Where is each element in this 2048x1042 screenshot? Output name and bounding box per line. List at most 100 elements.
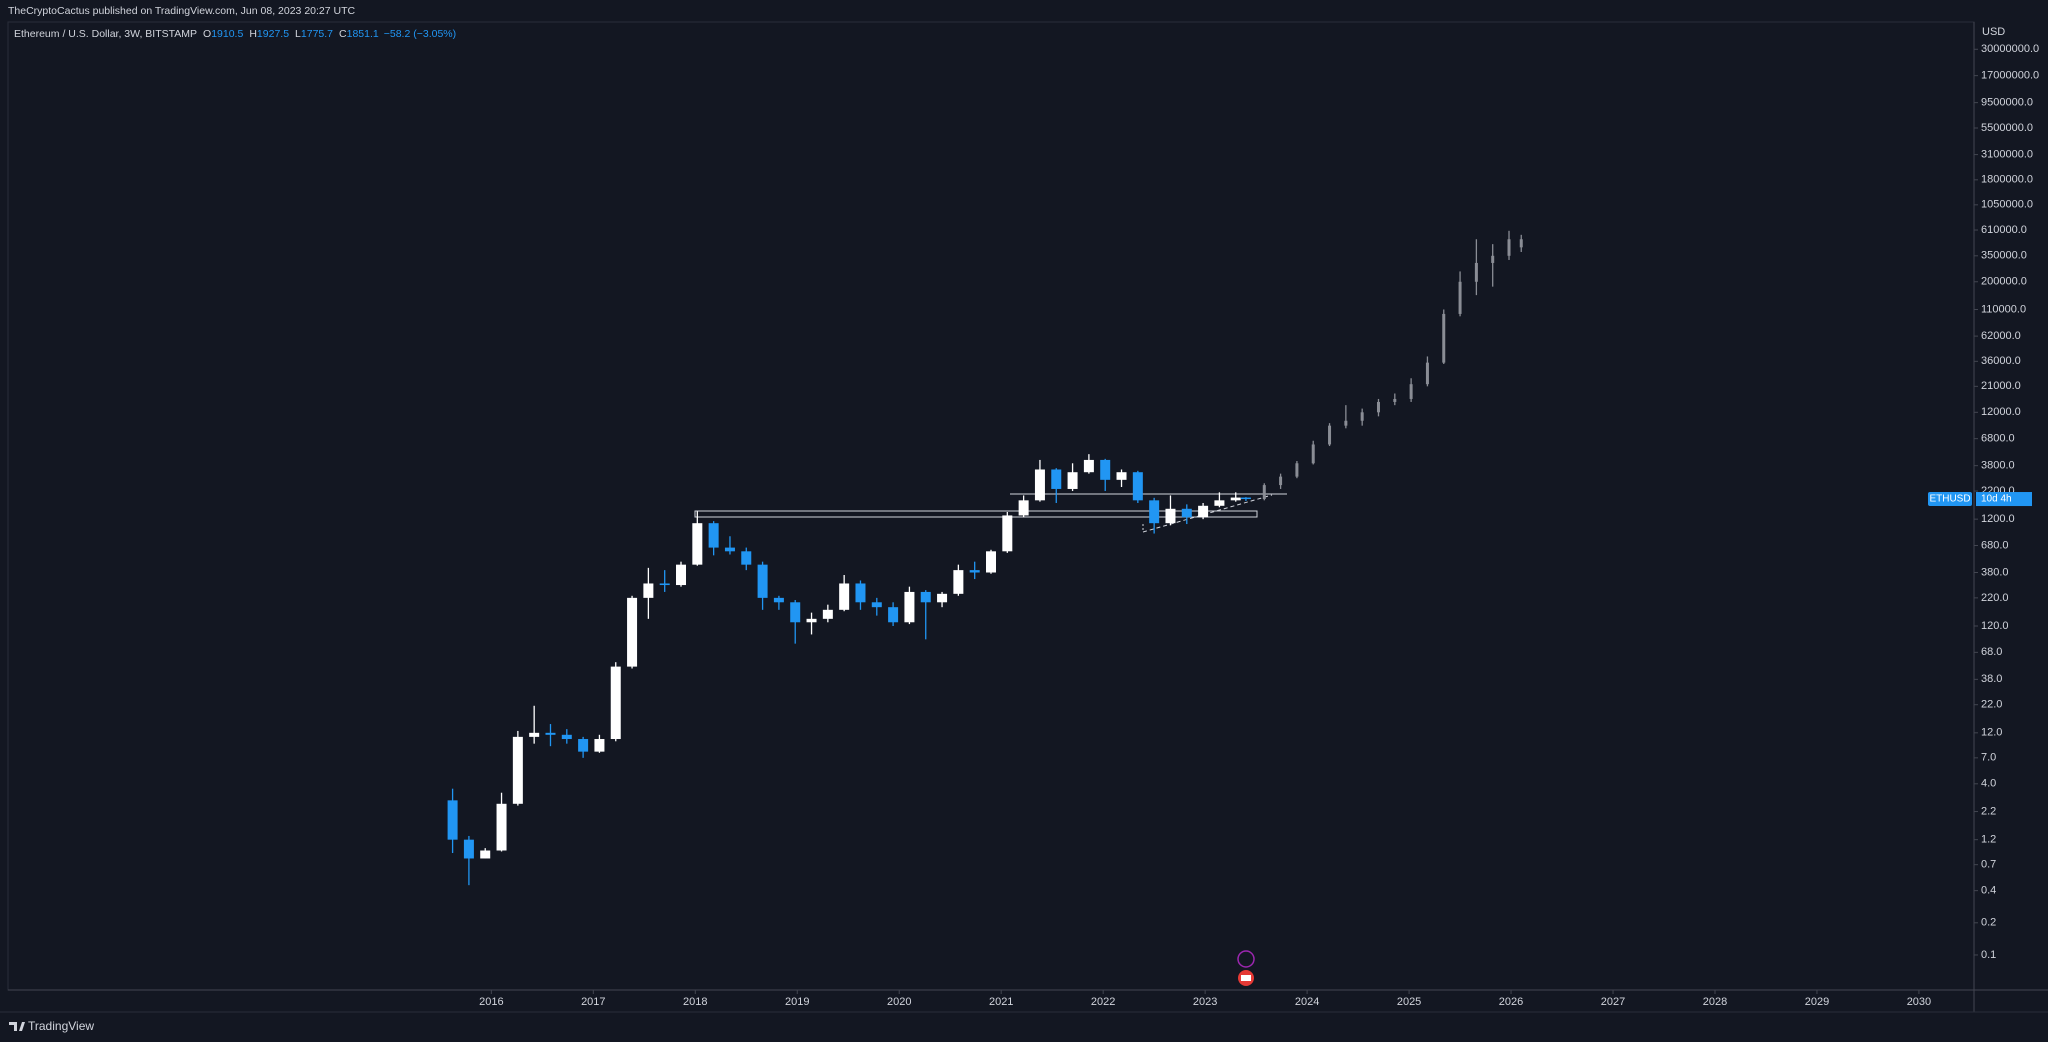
y-tick-label: 0.1 xyxy=(1981,949,1996,961)
y-tick-label: 12.0 xyxy=(1981,727,2002,739)
y-tick-label: 30000000.0 xyxy=(1981,43,2039,55)
price-tag-box xyxy=(1928,492,1972,507)
candle-body xyxy=(1474,262,1478,282)
candle-body xyxy=(627,597,638,667)
y-tick-label: 3100000.0 xyxy=(1981,148,2033,160)
candle-body xyxy=(643,583,654,598)
candle-body xyxy=(920,591,931,603)
candle-body xyxy=(1083,459,1094,473)
x-tick-label: 2016 xyxy=(479,996,503,1008)
y-tick-label: 22.0 xyxy=(1981,699,2002,711)
brand-name: TradingView xyxy=(28,1019,94,1033)
candle-body xyxy=(1491,255,1495,263)
candle-body xyxy=(578,739,589,752)
y-tick-label: 3800.0 xyxy=(1981,460,2015,472)
y-tick-label: 68.0 xyxy=(1981,646,2002,658)
candle-body xyxy=(480,850,491,859)
y-tick-label: 7.0 xyxy=(1981,752,1996,764)
candle-body xyxy=(953,570,964,594)
candle-body xyxy=(1279,476,1283,486)
candle-body xyxy=(888,607,899,623)
legend-key: C xyxy=(339,28,347,40)
candle-body xyxy=(1240,497,1251,500)
event-icon[interactable] xyxy=(1237,950,1255,968)
candle-body xyxy=(1116,472,1127,480)
legend-symbol: Ethereum / U.S. Dollar, 3W, BITSTAMP xyxy=(14,28,197,40)
candle-body xyxy=(937,593,948,603)
x-tick-label: 2028 xyxy=(1703,996,1727,1008)
candle-body xyxy=(1507,239,1511,256)
candle-body xyxy=(871,602,882,608)
y-tick-label: 610000.0 xyxy=(1981,224,2027,236)
candle-body xyxy=(724,547,735,552)
candle-body xyxy=(822,609,833,619)
candle-body xyxy=(463,839,474,859)
legend-key: L xyxy=(295,28,301,40)
y-tick-label: 5500000.0 xyxy=(1981,122,2033,134)
x-tick-label: 2022 xyxy=(1091,996,1115,1008)
candle-body xyxy=(1344,420,1348,426)
candle-body xyxy=(692,523,703,565)
candle-body xyxy=(1425,362,1429,385)
candle-body xyxy=(1360,412,1364,421)
y-tick-label: 350000.0 xyxy=(1981,250,2027,262)
legend-key: O xyxy=(203,28,211,40)
candle-body xyxy=(1214,500,1225,506)
x-tick-label: 2027 xyxy=(1601,996,1625,1008)
candle-body xyxy=(545,732,556,735)
candle-body xyxy=(1149,500,1160,524)
candle-body xyxy=(790,602,801,623)
candle-body xyxy=(904,591,915,623)
y-tick-label: 4.0 xyxy=(1981,778,1996,790)
y-tick-label: 0.2 xyxy=(1981,917,1996,929)
y-tick-label: 680.0 xyxy=(1981,539,2009,551)
candle-body xyxy=(1018,500,1029,516)
y-tick-label: 0.7 xyxy=(1981,859,1996,871)
x-tick-label: 2023 xyxy=(1193,996,1217,1008)
candle-body xyxy=(1328,425,1332,445)
candle-body xyxy=(1376,401,1380,413)
y-tick-label: 110000.0 xyxy=(1981,303,2026,315)
x-tick-label: 2021 xyxy=(989,996,1013,1008)
candle-body xyxy=(773,597,784,603)
price-tag-axis-box xyxy=(1976,492,2032,507)
y-tick-label: 21000.0 xyxy=(1981,380,2021,392)
candle-body xyxy=(1181,508,1192,518)
candle-body xyxy=(512,736,523,804)
candle-body xyxy=(1262,485,1266,500)
price-tag-symbol: ETHUSD xyxy=(1929,494,1970,505)
candle-body xyxy=(1034,469,1045,501)
x-tick-label: 2017 xyxy=(581,996,605,1008)
candle-body xyxy=(1311,444,1315,464)
candle-body xyxy=(1295,463,1299,477)
legend-value: 1851.1 xyxy=(347,28,379,40)
y-tick-label: 220.0 xyxy=(1981,592,2009,604)
candle-body xyxy=(839,583,850,610)
chart-pane xyxy=(7,21,1975,991)
y-tick-label: 17000000.0 xyxy=(1981,70,2039,82)
price-tag-countdown: 10d 4h xyxy=(1981,494,2012,505)
candle-body xyxy=(1002,515,1013,552)
y-tick-label: 12000.0 xyxy=(1981,406,2021,418)
candle-body xyxy=(447,800,458,840)
candle-body xyxy=(1100,459,1111,480)
y-tick-label: 38.0 xyxy=(1981,673,2002,685)
price-axis-unit: USD xyxy=(1982,26,2005,38)
candle-body xyxy=(529,732,540,737)
legend-key: H xyxy=(249,28,257,40)
candle-body xyxy=(659,583,670,586)
brand-logo xyxy=(9,1022,25,1031)
candle-body xyxy=(1393,398,1397,402)
y-tick-label: 120.0 xyxy=(1981,620,2009,632)
candle-body xyxy=(969,570,980,573)
candle-body xyxy=(610,666,621,740)
y-tick-label: 6800.0 xyxy=(1981,433,2015,445)
x-tick-label: 2026 xyxy=(1499,996,1523,1008)
y-tick-label: 36000.0 xyxy=(1981,355,2021,367)
candle-body xyxy=(1230,497,1241,501)
y-tick-label: 1050000.0 xyxy=(1981,199,2033,211)
x-tick-label: 2018 xyxy=(683,996,707,1008)
y-tick-label: 0.4 xyxy=(1981,885,1996,897)
candle-body xyxy=(1458,281,1462,314)
candle-body xyxy=(1165,508,1176,524)
